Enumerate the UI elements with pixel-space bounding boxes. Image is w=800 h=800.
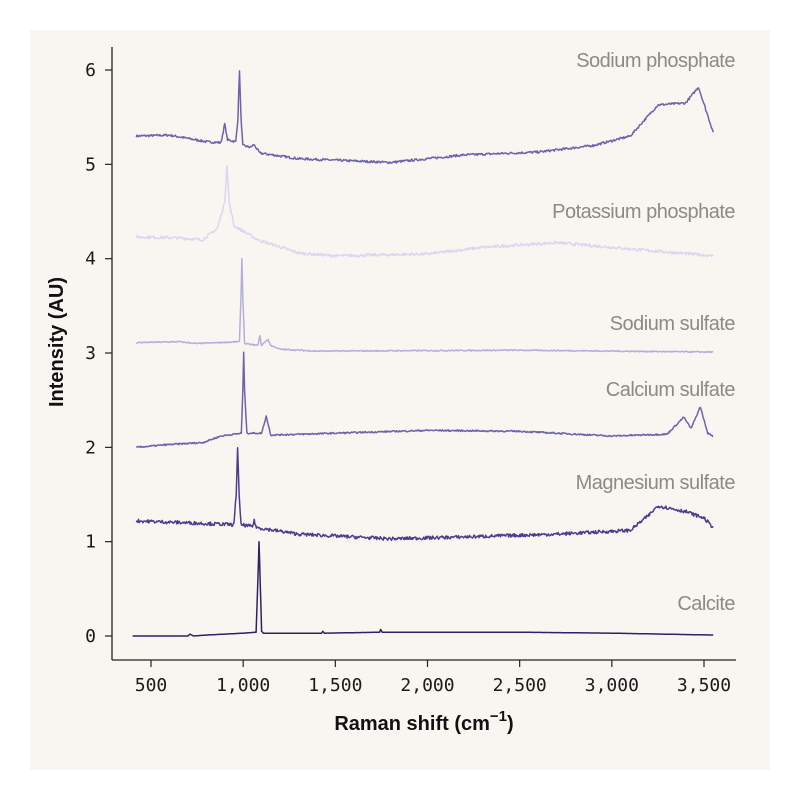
- series-label-layer: Sodium phosphate Potassium phosphate Sodiu…: [552, 50, 736, 615]
- tick-layer: 500 1,000 1,500 2,000 2,500 3,000 3,500 0 1 2 3 4 5 6: [85, 60, 731, 696]
- series-line-calcite: [132, 540, 714, 637]
- series-label: Magnesium sulfate: [576, 472, 736, 494]
- series-label: Potassium phosphate: [552, 201, 735, 223]
- x-tick-label: 3,000: [585, 675, 639, 696]
- series-label: Sodium sulfate: [610, 313, 736, 335]
- series-line-calcium-sulfate: [135, 351, 714, 449]
- x-axis-label: Raman shift (cm−1): [334, 708, 513, 735]
- series-label: Sodium phosphate: [576, 50, 735, 72]
- series-line-potassium-phosphate: [135, 164, 714, 258]
- series-line-magnesium-sulfate: [135, 447, 714, 542]
- x-tick-label: 1,000: [216, 675, 270, 696]
- y-axis-label: Intensity (AU): [46, 277, 68, 407]
- y-tick-label: 1: [85, 532, 96, 553]
- series-label: Calcium sulfate: [606, 379, 736, 401]
- y-tick-label: 0: [85, 626, 96, 647]
- series-line-sodium-phosphate: [135, 70, 714, 165]
- chart-panel: [30, 30, 770, 770]
- y-tick-label: 6: [85, 60, 96, 81]
- series-layer: [132, 70, 714, 637]
- x-tick-label: 3,500: [677, 675, 731, 696]
- x-tick-label: 2,500: [493, 675, 547, 696]
- series-label: Calcite: [677, 593, 735, 615]
- y-tick-label: 5: [85, 154, 96, 175]
- y-tick-label: 4: [85, 249, 96, 270]
- series-line-sodium-sulfate: [136, 257, 714, 354]
- x-tick-label: 1,500: [308, 675, 362, 696]
- x-axis-label-superscript: −1: [490, 708, 507, 725]
- x-tick-label: 2,000: [400, 675, 454, 696]
- y-tick-label: 3: [85, 343, 96, 364]
- x-tick-label: 500: [135, 675, 168, 696]
- y-tick-label: 2: [85, 437, 96, 458]
